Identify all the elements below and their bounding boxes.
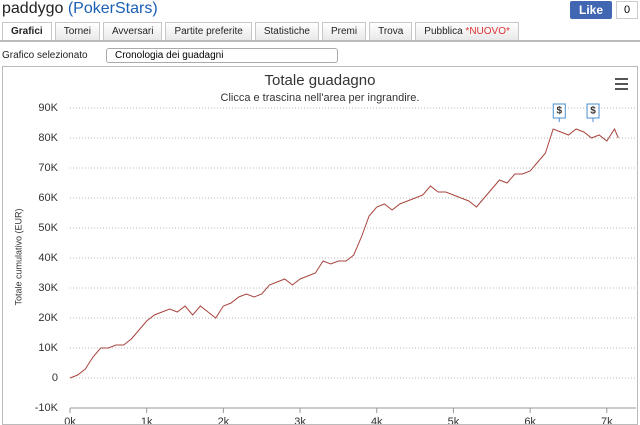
tab[interactable]: Grafici [2, 22, 52, 42]
x-tick-label: 0k [64, 416, 76, 425]
flag-label: $ [590, 106, 596, 117]
tab-label: Premi [330, 26, 358, 37]
tab[interactable]: Avversari [102, 22, 163, 42]
site[interactable]: (PokerStars) [67, 0, 158, 17]
y-tick-label: 90K [38, 102, 58, 114]
tab-bar [0, 40, 640, 42]
y-axis-label: Totale cumulativo (EUR) [13, 208, 23, 305]
flag-label: $ [556, 106, 562, 117]
tab-label: Avversari [111, 26, 154, 37]
selector-label: Grafico selezionato [2, 50, 88, 61]
y-tick-label: 30K [38, 282, 58, 294]
tab-label: Grafici [11, 26, 43, 37]
x-tick-label: 5k [448, 416, 460, 425]
tab-label: Partite preferite [174, 26, 243, 37]
tab-label: Tornei [63, 26, 91, 37]
tab-label: Trova [378, 26, 404, 37]
user-name: paddygo (PokerStars) [2, 0, 158, 18]
y-tick-label: 60K [38, 192, 58, 204]
tab[interactable]: Tornei [54, 22, 100, 42]
flag [552, 103, 566, 119]
y-tick-label: 40K [38, 252, 58, 264]
y-tick-label: 70K [38, 162, 58, 174]
x-tick-label: 6k [524, 416, 536, 425]
like-count: 0 [616, 1, 638, 19]
menu-icon[interactable] [615, 78, 628, 90]
y-tick-label: 20K [38, 312, 58, 324]
tab-label: Pubblica [424, 26, 463, 37]
chart: Totale guadagno Clicca e trascina nell'a… [2, 66, 638, 425]
tab-badge: *NUOVO* [465, 26, 510, 37]
like-button[interactable]: Like [570, 1, 612, 19]
tab[interactable]: Pubblica *NUOVO* [415, 22, 519, 42]
x-tick-label: 1k [141, 416, 153, 425]
tab-label: Statistiche [263, 26, 310, 37]
tab[interactable]: Statistiche [254, 22, 319, 42]
chart-title: Totale guadagno [265, 72, 376, 89]
x-tick-label: 2k [218, 416, 230, 425]
x-tick-label: 7k [601, 416, 613, 425]
y-tick-label: 50K [38, 222, 58, 234]
y-tick-label: 80K [38, 132, 58, 144]
tab[interactable]: Trova [369, 22, 413, 42]
tab[interactable]: Partite preferite [165, 22, 252, 42]
y-tick-label: 10K [38, 342, 58, 354]
line [69, 127, 619, 379]
x-tick-label: 4k [371, 416, 383, 425]
tab[interactable]: Premi [321, 22, 367, 42]
x-tick-label: 3k [294, 416, 306, 425]
y-tick-label: 0 [52, 372, 58, 384]
flag [586, 103, 600, 119]
chart-subtitle: Clicca e trascina nell'area per ingrandi… [221, 92, 420, 104]
chart-select[interactable]: Cronologia dei guadagni [106, 48, 338, 63]
y-tick-label: -10K [35, 402, 59, 414]
tabs: Grafici Tornei Avversari Partite preferite S… [2, 22, 519, 42]
user: paddygo [2, 0, 64, 17]
